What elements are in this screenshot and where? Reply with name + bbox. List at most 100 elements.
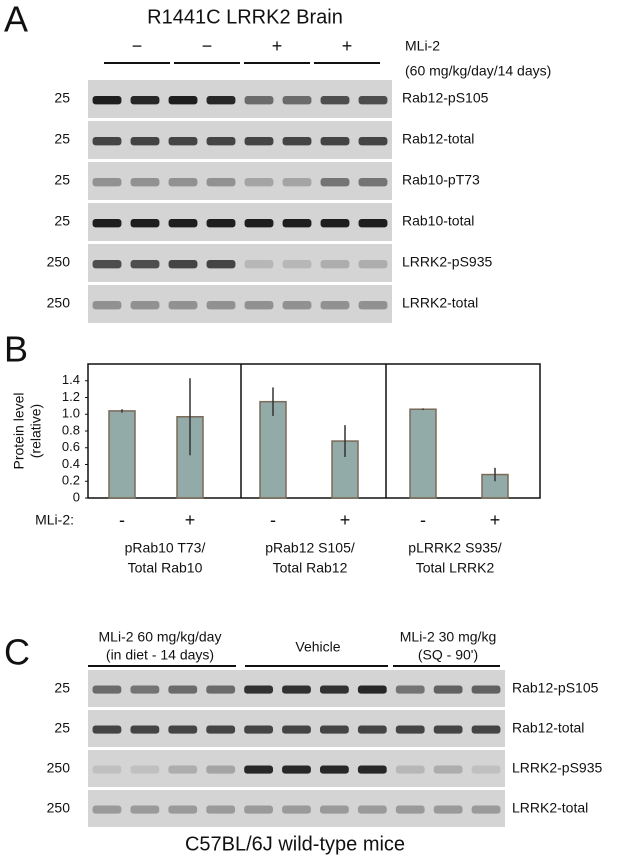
blot-label: Rab12-total [402, 131, 474, 147]
band [130, 805, 160, 814]
molecular-weight: 25 [54, 90, 70, 106]
y-tick-label: 0.2 [62, 473, 80, 488]
band [433, 765, 463, 774]
molecular-weight: 25 [54, 131, 70, 147]
molecular-weight: 250 [47, 254, 71, 270]
group-label: Total Rab10 [128, 560, 203, 576]
panel-letter: C [4, 632, 30, 673]
band [358, 95, 388, 105]
band [206, 685, 236, 694]
blot-label: Rab10-total [402, 213, 474, 229]
band [130, 136, 160, 146]
group-label: pRab12 S105/ [265, 540, 355, 556]
band [282, 765, 311, 774]
band [130, 300, 160, 310]
band [206, 805, 236, 814]
band [168, 300, 198, 310]
band [206, 136, 236, 146]
treatment-sign: − [132, 36, 143, 56]
band [92, 805, 122, 814]
x-tick-label: + [490, 510, 501, 530]
molecular-weight: 250 [47, 760, 71, 776]
band [206, 725, 236, 734]
band [320, 95, 350, 105]
band [471, 805, 501, 814]
bar [108, 410, 136, 499]
band [244, 259, 274, 269]
band [282, 218, 312, 228]
band [395, 765, 425, 774]
band [433, 725, 463, 734]
band [92, 136, 122, 146]
band [244, 805, 273, 814]
molecular-weight: 250 [47, 295, 71, 311]
y-tick-label: 0.6 [62, 439, 80, 454]
x-tick-label: - [119, 510, 125, 530]
band [358, 259, 388, 269]
band [320, 136, 350, 146]
band [92, 725, 122, 734]
y-tick-label: 1.2 [62, 389, 80, 404]
blot [88, 790, 505, 827]
band [92, 177, 122, 187]
band [130, 218, 160, 228]
group-label: pLRRK2 S935/ [408, 540, 502, 556]
band [168, 259, 198, 269]
band [168, 725, 198, 734]
band [168, 685, 198, 694]
panel-letter: B [4, 329, 28, 370]
band [168, 136, 198, 146]
band [92, 218, 122, 228]
band [130, 95, 160, 105]
group-header: MLi-2 30 mg/kg [400, 629, 496, 645]
band [244, 177, 274, 187]
band [282, 805, 311, 814]
band [168, 95, 198, 105]
band [320, 725, 349, 734]
treatment-dose: (60 mg/kg/day/14 days) [405, 63, 551, 79]
band [358, 218, 388, 228]
molecular-weight: 25 [54, 172, 70, 188]
band [92, 765, 122, 774]
band [358, 300, 388, 310]
plot-frame [87, 363, 541, 499]
band [92, 685, 122, 694]
y-tick-label: 1.0 [62, 406, 80, 421]
x-tick-label: - [420, 510, 426, 530]
band [320, 259, 350, 269]
band [395, 805, 425, 814]
group-label: Total LRRK2 [416, 560, 495, 576]
band [282, 259, 312, 269]
band [130, 259, 160, 269]
blot-label: Rab10-pT73 [402, 172, 480, 188]
blot-label: LRRK2-pS935 [512, 760, 602, 776]
band [244, 685, 273, 694]
molecular-weight: 250 [47, 800, 71, 816]
panel-letter: A [4, 0, 28, 40]
band [357, 805, 387, 814]
band [282, 136, 312, 146]
panel-title: R1441C LRRK2 Brain [147, 6, 343, 28]
band [130, 765, 160, 774]
band [168, 218, 198, 228]
blot-label: Rab12-total [512, 720, 584, 736]
band [92, 95, 122, 105]
blot-label: LRRK2-pS935 [402, 254, 492, 270]
molecular-weight: 25 [54, 720, 70, 736]
y-tick-label: 0.8 [62, 422, 80, 437]
band [206, 177, 236, 187]
footer: C57BL/6J wild-type mice [185, 833, 405, 855]
y-tick-label: 0 [73, 489, 80, 504]
band [282, 725, 311, 734]
y-tick-label: 0.4 [62, 456, 80, 471]
bar [409, 408, 437, 499]
band [206, 95, 236, 105]
group-header: (in diet - 14 days) [106, 647, 214, 663]
group-header: MLi-2 60 mg/kg/day [99, 629, 222, 645]
band [320, 805, 349, 814]
x-tick-label: + [185, 510, 196, 530]
molecular-weight: 25 [54, 680, 70, 696]
band [320, 685, 349, 694]
band [282, 177, 312, 187]
